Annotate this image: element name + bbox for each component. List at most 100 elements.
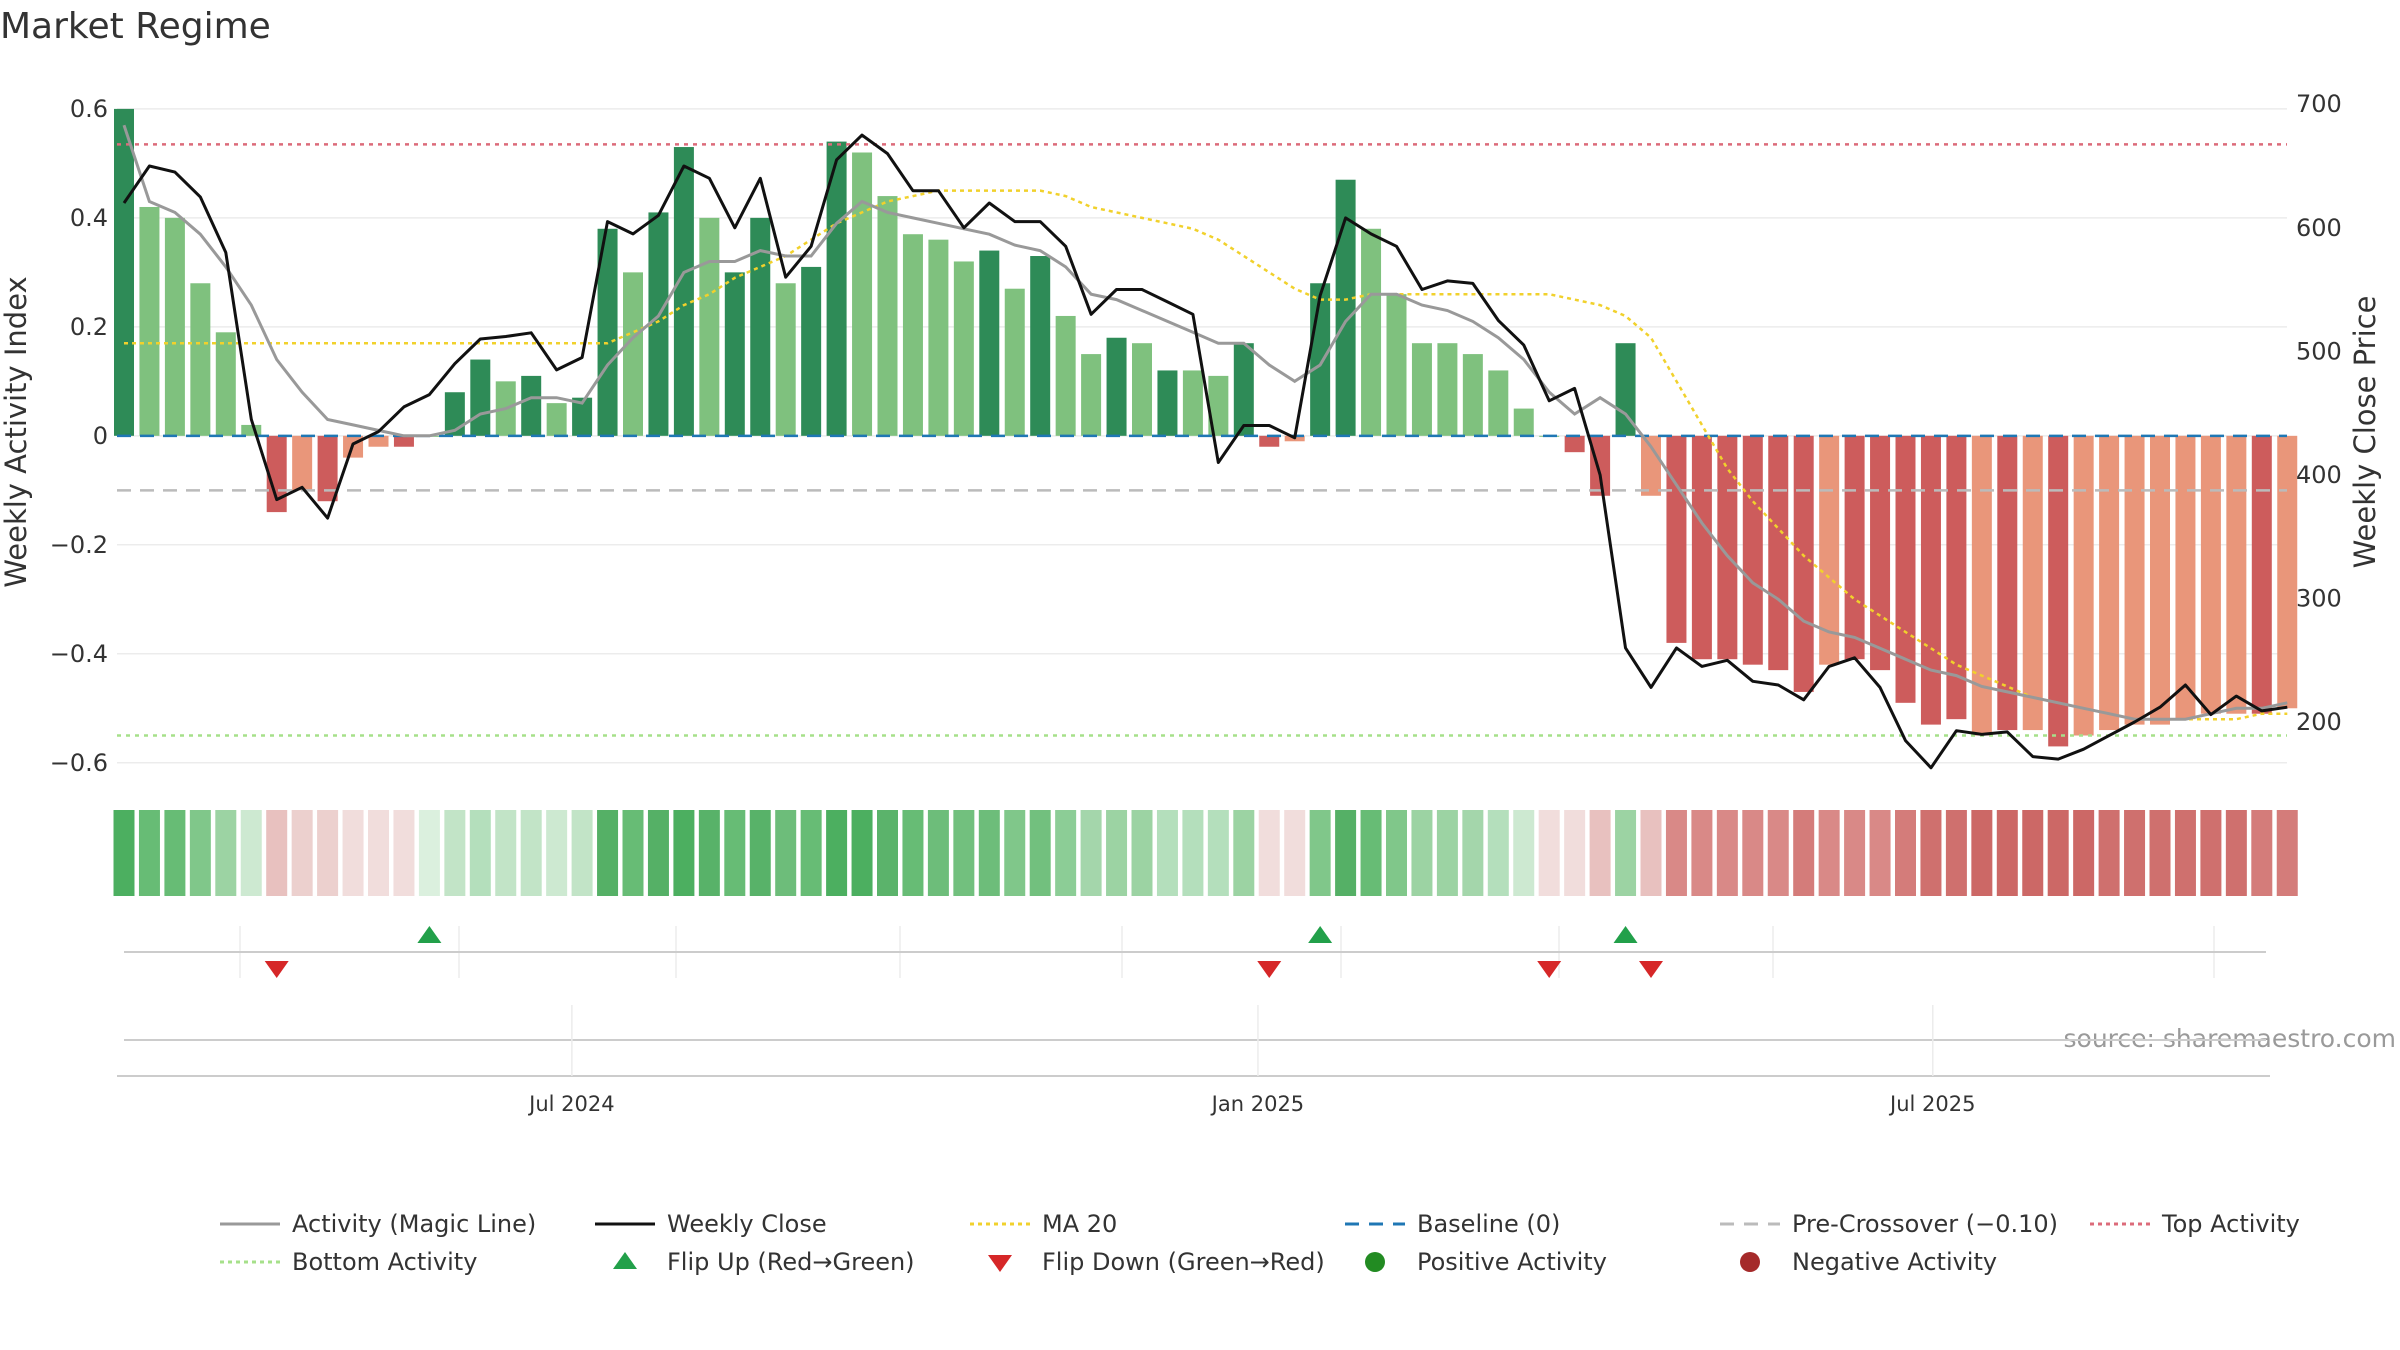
- activity-bar: [292, 435, 313, 491]
- activity-bar: [546, 403, 567, 436]
- activity-bar: [1208, 375, 1229, 436]
- heat-cell: [1665, 810, 1687, 896]
- activity-bar: [2022, 435, 2043, 731]
- y2-axis-title: Weekly Close Price: [2348, 296, 2382, 569]
- x-tick-label: Jul 2024: [527, 1092, 614, 1116]
- legend-swatch: [988, 1255, 1012, 1272]
- heat-cell: [1716, 810, 1738, 896]
- activity-bar: [114, 108, 134, 436]
- heat-cell: [800, 810, 822, 896]
- activity-bar: [1717, 435, 1738, 660]
- heat-cell: [1360, 810, 1382, 896]
- activity-bar: [2150, 435, 2170, 725]
- activity-bar: [1641, 435, 1661, 496]
- heat-cell: [2251, 810, 2273, 896]
- heat-cell: [1971, 810, 1993, 896]
- heat-cell: [1106, 810, 1128, 896]
- flip-down-marker: [1257, 961, 1282, 978]
- activity-bar: [2048, 435, 2069, 747]
- heat-cell: [418, 810, 440, 896]
- heat-cell: [2225, 810, 2247, 896]
- heat-cell: [1335, 810, 1357, 896]
- activity-bar: [1946, 435, 1967, 720]
- heat-cell: [1029, 810, 1051, 896]
- activity-bar: [1157, 370, 1178, 436]
- flip-up-marker: [417, 926, 442, 943]
- weekly-close-line: [122, 133, 2288, 770]
- x-tick-label: Jul 2025: [1888, 1092, 1975, 1116]
- heat-cell: [2124, 810, 2146, 896]
- heat-cell: [647, 810, 669, 896]
- y-axis-title: Weekly Activity Index: [0, 276, 33, 587]
- heat-cell: [2047, 810, 2069, 896]
- heat-cell: [240, 810, 262, 896]
- legend-label: Negative Activity: [1792, 1248, 1997, 1276]
- activity-bar: [215, 332, 236, 436]
- heat-cell: [317, 810, 339, 896]
- heat-cell: [113, 810, 135, 896]
- activity-bar: [266, 435, 287, 513]
- heat-strip: [113, 810, 2298, 896]
- heat-cell: [927, 810, 949, 896]
- heat-cell: [1818, 810, 1840, 896]
- heat-cell: [902, 810, 924, 896]
- heat-cell: [698, 810, 720, 896]
- chart-title: Market Regime: [0, 6, 271, 47]
- legend-label: Flip Down (Green→Red): [1042, 1248, 1325, 1276]
- activity-bar: [852, 152, 873, 436]
- heat-cell: [851, 810, 873, 896]
- activity-bar: [1488, 370, 1509, 436]
- activity-bar: [1513, 408, 1534, 436]
- activity-bar: [1920, 435, 1941, 725]
- legend-swatch: [613, 1252, 637, 1269]
- heat-cell: [571, 810, 593, 896]
- heat-cell: [1513, 810, 1535, 896]
- x-tick-label: Jan 2025: [1210, 1092, 1305, 1116]
- heat-cell: [444, 810, 466, 896]
- activity-bar: [1971, 435, 1992, 736]
- heat-cell: [2022, 810, 2044, 896]
- activity-bar: [1666, 435, 1687, 643]
- activity-bar: [1030, 256, 1051, 436]
- activity-bar: [1997, 435, 2018, 731]
- activity-bar: [1819, 435, 1840, 665]
- heat-cell: [1869, 810, 1891, 896]
- y2-tick-label: 500: [2296, 337, 2342, 365]
- activity-bar: [699, 217, 720, 436]
- y-tick-label: 0.2: [70, 313, 108, 341]
- legend: Activity (Magic Line) Weekly Close MA 20 Ba…: [220, 1210, 2300, 1276]
- heat-cell: [1258, 810, 1280, 896]
- legend-label: Baseline (0): [1417, 1210, 1560, 1238]
- heat-cell: [1487, 810, 1509, 896]
- activity-bar: [1106, 337, 1127, 436]
- activity-bar: [724, 272, 745, 436]
- heat-cell: [2200, 810, 2222, 896]
- heat-cell: [1411, 810, 1433, 896]
- activity-bar: [1132, 343, 1152, 436]
- heat-cell: [673, 810, 695, 896]
- heat-cell: [164, 810, 186, 896]
- activity-bar: [1590, 435, 1611, 496]
- heat-cell: [215, 810, 237, 896]
- activity-bar: [673, 147, 694, 436]
- legend-swatch: [1365, 1252, 1385, 1272]
- heat-cell: [1309, 810, 1331, 896]
- activity-bar: [1437, 343, 1458, 436]
- heat-cell: [826, 810, 848, 896]
- activity-bar: [317, 435, 338, 502]
- heat-cell: [2276, 810, 2298, 896]
- heat-cell: [368, 810, 389, 896]
- activity-bar: [902, 234, 923, 436]
- activity-bar: [1386, 294, 1407, 436]
- activity-bar: [1335, 179, 1356, 436]
- y2-tick-label: 200: [2296, 708, 2342, 736]
- activity-bar: [1564, 435, 1585, 453]
- heat-cell: [2098, 810, 2120, 896]
- flip-up-marker: [1308, 926, 1333, 943]
- activity-bar: [623, 272, 643, 436]
- heat-cell: [1945, 810, 1967, 896]
- legend-label: Weekly Close: [667, 1210, 827, 1238]
- activity-bar: [1691, 435, 1712, 660]
- activity-bar: [2200, 435, 2221, 714]
- heat-cell: [1156, 810, 1178, 896]
